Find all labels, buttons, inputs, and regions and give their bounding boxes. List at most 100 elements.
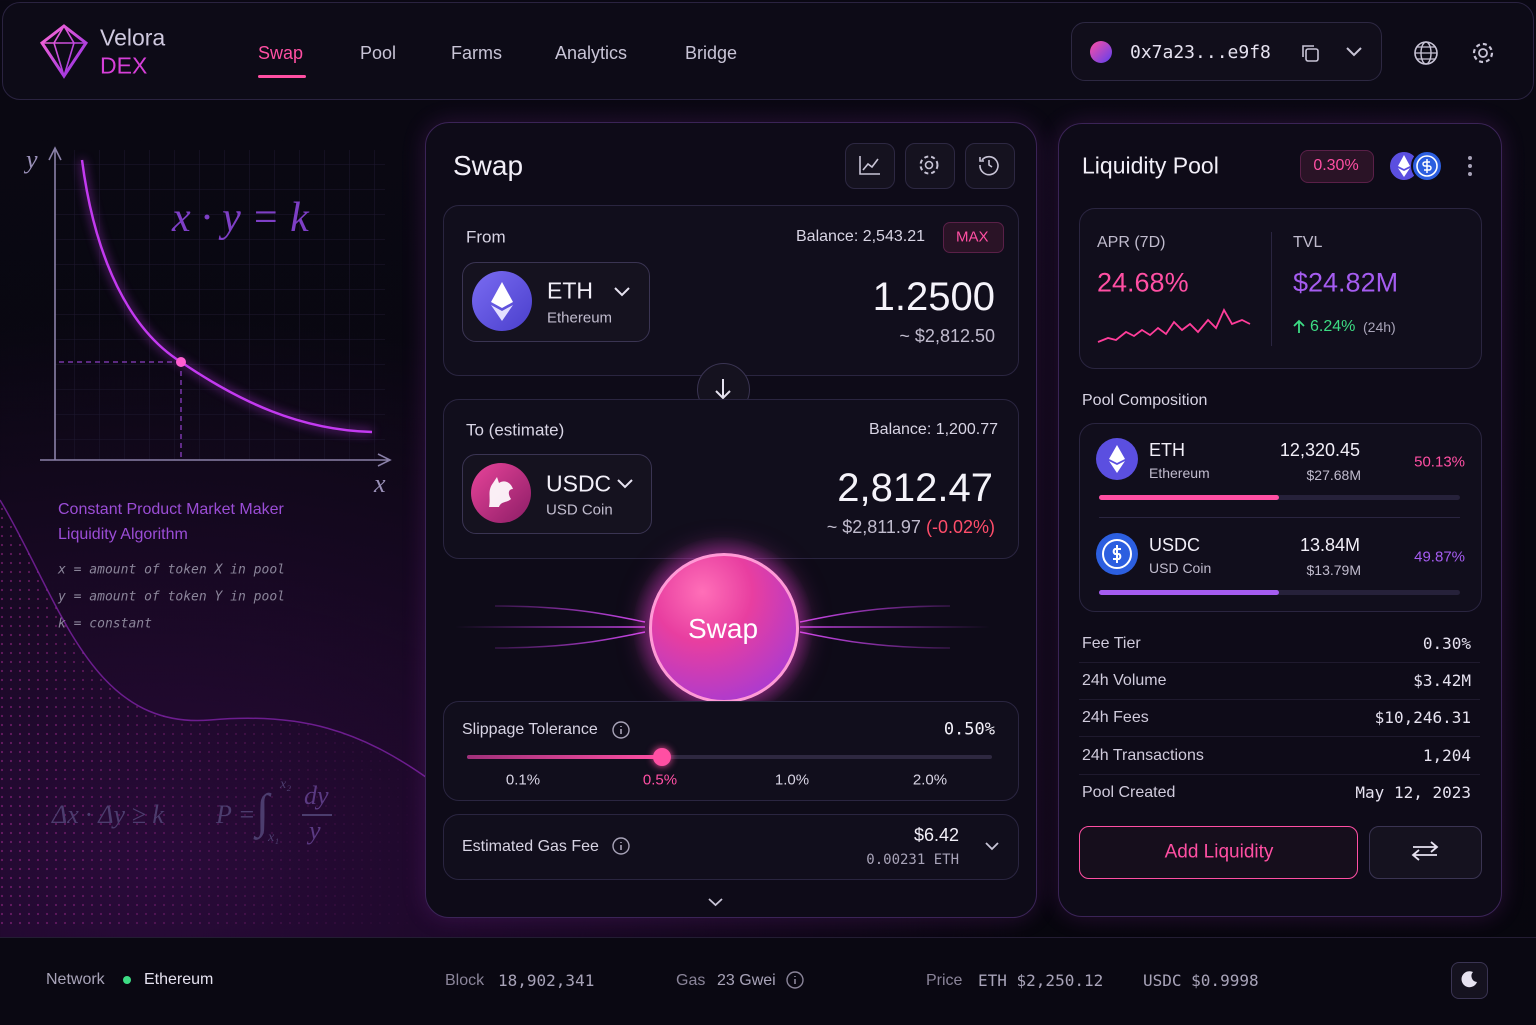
settings-icon[interactable] (1471, 41, 1495, 65)
nav-active-underline (258, 75, 306, 78)
usdc-token-icon (471, 463, 531, 523)
more-menu[interactable] (1467, 155, 1473, 177)
token-share: 50.13% (1414, 453, 1465, 471)
wallet-avatar (1090, 41, 1112, 63)
brand-name: Velora (100, 24, 166, 51)
usdc-price: USDC $0.9998 (1143, 971, 1259, 990)
network-status-dot (123, 976, 131, 984)
stat-label: 24h Volume (1082, 672, 1167, 690)
from-label: From (466, 227, 506, 247)
token-share: 49.87% (1414, 548, 1465, 566)
stat-divider (1079, 662, 1480, 663)
gas-usd: $6.42 (913, 825, 959, 845)
fraction-bar (302, 814, 332, 816)
slider-thumb[interactable] (653, 748, 671, 766)
from-usd: ~ $2,812.50 (899, 326, 995, 346)
nav-item[interactable]: Bridge (685, 43, 738, 63)
caption: Constant Product Market Maker (58, 501, 284, 518)
nav-item[interactable]: Analytics (555, 43, 628, 63)
gas-panel[interactable] (443, 814, 1019, 880)
usdc-icon (1096, 533, 1138, 575)
to-token-name: USD Coin (546, 501, 613, 519)
wallet-button[interactable] (1071, 22, 1382, 81)
info-icon[interactable] (612, 837, 630, 855)
to-amount: 2,812.47 (837, 466, 993, 510)
logo (39, 24, 89, 79)
expand-chevron[interactable] (708, 898, 723, 907)
to-usd: ~ $2,811.97 (826, 517, 921, 537)
fraction-denominator: y (309, 816, 321, 845)
to-label: To (estimate) (466, 420, 565, 440)
slippage-option[interactable]: 2.0% (912, 771, 948, 789)
eth-icon (472, 271, 532, 331)
slippage-option[interactable]: 0.1% (505, 771, 541, 789)
axis-label-x: x (374, 469, 386, 498)
legend-line: y = amount of token Y in pool (58, 589, 285, 605)
nav-item[interactable]: Pool (360, 43, 397, 63)
wallet-chevron[interactable] (1346, 47, 1362, 57)
max-label: MAX (956, 228, 989, 246)
copy-icon[interactable] (1300, 43, 1320, 63)
to-balance: Balance: 1,200.77 (869, 421, 998, 438)
swap-button[interactable] (649, 553, 799, 703)
integral-lhs: P = (216, 800, 256, 829)
arrow-down-icon (715, 379, 731, 400)
stat-label: Pool Created (1082, 783, 1176, 801)
price-label: Price (926, 972, 963, 989)
slider-track[interactable] (467, 755, 992, 759)
slider-fill (467, 755, 662, 759)
wallet-address: 0x7a23...e9f8 (1130, 42, 1271, 63)
stat-divider (1079, 699, 1480, 701)
stat-label: Fee Tier (1082, 635, 1141, 652)
gas-value: 23 Gwei (717, 972, 776, 989)
integral-lower: x₁ (268, 830, 280, 845)
to-usd-line: ~ $2,811.97 (-0.02%) (827, 518, 995, 536)
network-value: Ethereum (144, 971, 214, 988)
stat-value: $3.42M (1413, 671, 1471, 691)
token-usd: $27.68M (1306, 467, 1361, 483)
from-token-name: Ethereum (547, 309, 613, 327)
add-liquidity-button[interactable] (1079, 826, 1358, 879)
nav-item[interactable]: Farms (451, 43, 502, 63)
nav-item[interactable]: Swap (258, 43, 304, 63)
row-divider (1099, 517, 1460, 518)
share-bar (1099, 590, 1279, 595)
status-bar (0, 937, 1536, 1025)
stat-value: May 12, 2023 (1355, 782, 1471, 802)
info-icon[interactable] (612, 721, 630, 739)
apr-label: APR (7D) (1097, 234, 1166, 251)
pair-icons (1388, 150, 1443, 182)
tvl-label: TVL (1293, 234, 1323, 251)
tvl-value: $24.82M (1293, 267, 1399, 298)
block-value: 18,902,341 (498, 971, 595, 990)
language-icon[interactable] (1414, 41, 1438, 65)
network-label: Network (46, 971, 105, 988)
apr-value: 24.68% (1097, 267, 1189, 298)
max-button[interactable] (943, 222, 1004, 253)
from-amount[interactable]: 1.2500 (872, 275, 995, 319)
slippage-label: Slippage Tolerance (462, 721, 598, 738)
stat-divider (1079, 773, 1480, 775)
axis-label-y: y (26, 145, 38, 174)
up-arrow (1293, 319, 1305, 333)
composition-title: Pool Composition (1082, 392, 1208, 409)
swap-pair-button[interactable] (1369, 826, 1482, 879)
slippage-option[interactable]: 0.5% (642, 771, 678, 789)
token-usd: $13.79M (1306, 562, 1361, 578)
inequality: Δx · Δy ≥ k (52, 800, 164, 829)
settings-button[interactable] (905, 143, 955, 189)
stat-value: 0.30% (1422, 634, 1471, 653)
background-wave (0, 499, 431, 930)
swap-arrows-icon (1411, 841, 1439, 861)
from-token-chevron (614, 287, 630, 297)
slippage-option[interactable]: 1.0% (774, 771, 810, 789)
price-impact: (-0.02%) (925, 517, 995, 537)
pool-metrics-panel (1079, 208, 1482, 369)
swap-button-glow-lines (455, 605, 990, 649)
equation: x · y = k (172, 195, 309, 241)
gas-chevron[interactable] (985, 842, 999, 851)
gas-label: Gas (676, 972, 706, 989)
caption: Liquidity Algorithm (58, 526, 188, 543)
info-icon[interactable] (786, 971, 804, 989)
